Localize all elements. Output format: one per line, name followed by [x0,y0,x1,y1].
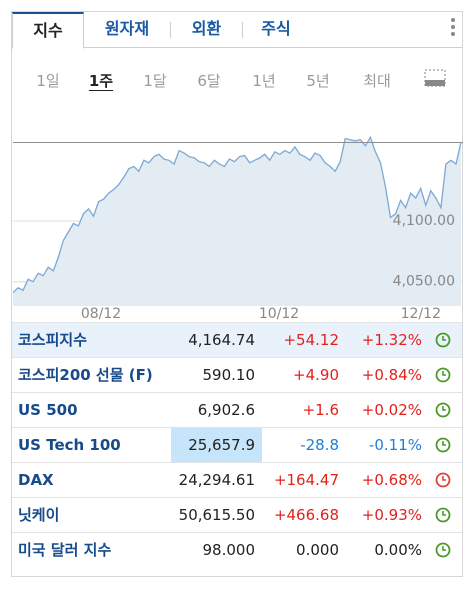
change-percent: 0.00% [374,541,422,559]
index-name[interactable]: US 500 [18,401,78,419]
table-row[interactable]: DAX 24,294.61 +164.47 +0.68% [12,462,462,497]
period-5y[interactable]: 5년 [306,72,330,90]
last-price: 50,615.50 [178,506,255,524]
price-chart: 4,100.00 4,050.00 08/12 10/12 12/12 [13,135,463,322]
change-percent: +0.02% [361,401,422,419]
table-row[interactable]: 미국 달러 지수 98.000 0.000 0.00% [12,532,462,567]
index-name[interactable]: US Tech 100 [18,436,121,454]
change-value: -28.8 [300,436,339,454]
change-value: +4.90 [293,366,339,384]
change-value: +466.68 [273,506,339,524]
clock-icon [435,367,451,383]
table-row[interactable]: 코스피지수 4,164.74 +54.12 +1.32% [12,322,462,357]
price-flash [171,428,262,462]
tab-divider [242,22,243,38]
market-widget: 지수 원자재 외환 주식 1일 1주 1달 6달 1년 5년 최대 4,100.… [11,11,463,577]
table-row[interactable]: 닛케이 50,615.50 +466.68 +0.93% [12,497,462,532]
change-value: +54.12 [283,331,339,349]
x-tick-label: 08/12 [81,306,121,322]
last-price: 25,657.9 [188,436,255,454]
chart-area [13,137,461,306]
x-tick-labels: 08/12 10/12 12/12 [81,306,441,322]
change-percent: +1.32% [361,331,422,349]
period-1d[interactable]: 1일 [36,72,60,90]
table-row[interactable]: US 500 6,902.6 +1.6 +0.02% [12,392,462,427]
period-1w[interactable]: 1주 [88,72,114,90]
change-percent: +0.68% [361,471,422,489]
tab-stocks[interactable]: 주식 [261,19,291,38]
period-1m[interactable]: 1달 [143,72,167,90]
period-6m[interactable]: 6달 [197,72,221,90]
x-tick-label: 12/12 [401,306,441,322]
clock-icon [435,437,451,453]
change-value: +1.6 [302,401,339,419]
change-percent: +0.84% [361,366,422,384]
fullscreen-icon[interactable] [424,69,446,87]
y-tick-label: 4,100.00 [393,213,455,229]
chart-line [13,135,462,294]
change-percent: -0.11% [368,436,422,454]
last-price: 98.000 [202,541,256,559]
quotes-table: 코스피지수 4,164.74 +54.12 +1.32% 코스피200 선물 (F) 59… [12,322,462,567]
last-price: 6,902.6 [197,401,255,419]
index-name[interactable]: DAX [18,471,54,489]
y-tick-label: 4,050.00 [393,274,455,290]
table-row[interactable]: US Tech 100 25,657.9 -28.8 -0.11% [12,427,462,462]
category-tabs: 지수 원자재 외환 주식 [12,12,462,49]
period-max[interactable]: 최대 [363,72,391,90]
last-price: 590.10 [202,366,256,384]
table-row[interactable]: 코스피200 선물 (F) 590.10 +4.90 +0.84% [12,357,462,392]
period-1y[interactable]: 1년 [252,72,276,90]
index-name[interactable]: 닛케이 [18,506,60,524]
x-tick-label: 10/12 [259,306,299,322]
more-vertical-icon[interactable] [450,18,456,40]
index-name[interactable]: 미국 달러 지수 [18,541,112,559]
y-tick-labels: 4,100.00 4,050.00 [393,213,455,290]
tab-commodities[interactable]: 원자재 [104,19,150,38]
index-name[interactable]: 코스피200 선물 (F) [18,366,153,384]
last-price: 24,294.61 [178,471,255,489]
change-value: +164.47 [273,471,339,489]
clock-icon [435,472,451,488]
tab-indices[interactable]: 지수 [12,12,84,49]
tab-divider [170,22,171,38]
change-percent: +0.93% [361,506,422,524]
tab-forex[interactable]: 외환 [191,19,222,38]
clock-icon [435,507,451,523]
clock-icon [435,402,451,418]
clock-icon [435,332,451,348]
index-name[interactable]: 코스피지수 [18,331,88,349]
change-value: 0.000 [296,541,339,559]
clock-icon [435,542,451,558]
last-price: 4,164.74 [188,331,255,349]
